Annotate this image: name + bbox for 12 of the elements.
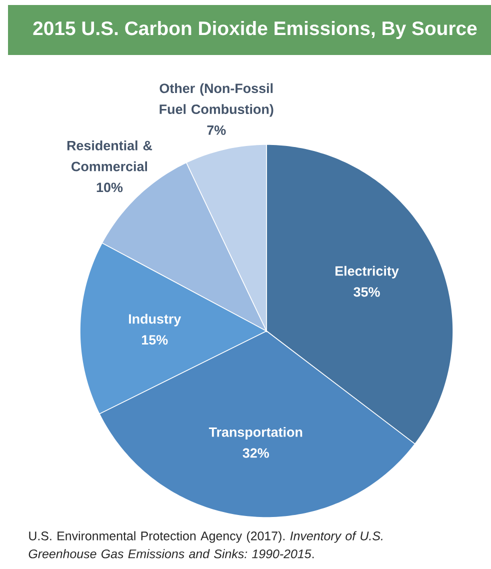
text: U.S. Environmental Protection Agency (2017). Inventory of U.S. Greenhouse Gas Emissions and Sinks: 1990-2015. bbox=[28, 531, 382, 558]
slice-label: Transportation bbox=[208, 426, 302, 440]
data-label: 15% bbox=[142, 335, 168, 345]
slice-label: Industry bbox=[128, 314, 182, 326]
data-label: 7% bbox=[207, 125, 226, 135]
slice-label: Other (Non-Fossil Fuel Combustion) bbox=[160, 83, 274, 117]
slice-label: Residential & Commercial bbox=[67, 140, 152, 172]
slice-label: Electricity bbox=[336, 266, 399, 278]
data-label: 32% bbox=[242, 448, 269, 458]
data-label: 10% bbox=[96, 182, 123, 192]
data-label: 35% bbox=[354, 287, 380, 297]
chart-title: 2015 U.S. Carbon Dioxide Emissions, By Source bbox=[33, 20, 477, 40]
